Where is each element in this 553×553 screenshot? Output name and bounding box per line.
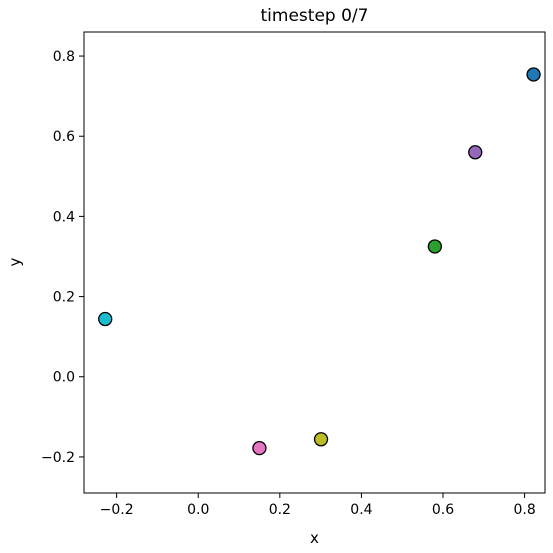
chart-title: timestep 0/7	[261, 6, 369, 26]
scatter-point	[526, 67, 541, 82]
scatter-point	[468, 145, 483, 160]
y-tick-label: −0.2	[41, 450, 75, 466]
x-axis-label: x	[310, 529, 319, 547]
scatter-point	[427, 239, 442, 254]
plot-area	[83, 31, 546, 494]
x-tick-label: 0.0	[187, 502, 209, 518]
y-tick-label: 0.8	[53, 49, 75, 65]
x-tick-label: 0.2	[269, 502, 291, 518]
scatter-point	[252, 440, 267, 456]
scatter-point	[313, 432, 329, 447]
scatter-point	[98, 311, 113, 327]
data-points	[98, 67, 541, 456]
y-tick-label: 0.0	[53, 370, 75, 386]
x-tick-label: −0.2	[100, 502, 134, 518]
x-axis: −0.2 0.0 0.2 0.4 0.6 0.8	[100, 493, 536, 518]
x-tick-label: 0.4	[350, 502, 372, 518]
x-tick-label: 0.8	[513, 502, 535, 518]
y-tick-label: 0.4	[53, 209, 75, 225]
y-axis: −0.2 0.0 0.2 0.4 0.6 0.8	[41, 49, 84, 466]
y-axis-label: y	[6, 257, 24, 266]
y-tick-label: 0.6	[53, 129, 75, 145]
x-tick-label: 0.6	[432, 502, 454, 518]
y-tick-label: 0.2	[53, 290, 75, 306]
